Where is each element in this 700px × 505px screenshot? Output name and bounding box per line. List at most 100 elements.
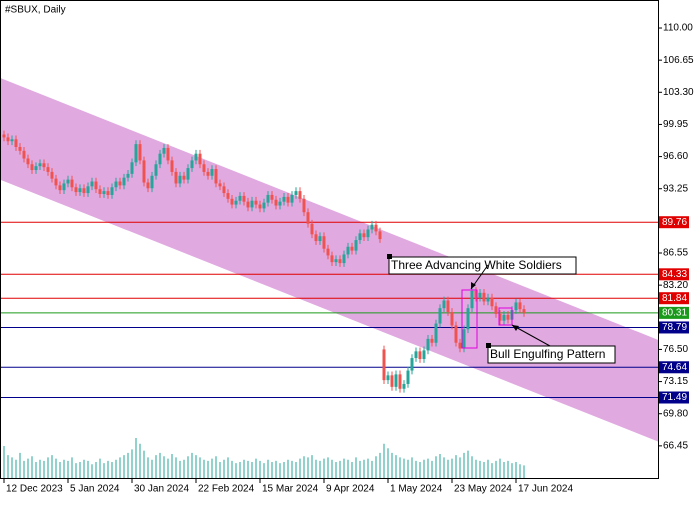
y-tick-label: 83.20 xyxy=(663,280,688,291)
candle-body xyxy=(422,350,426,360)
candle-body xyxy=(406,370,410,384)
candle-body xyxy=(190,160,194,169)
candle-body xyxy=(282,196,286,202)
candle-body xyxy=(230,198,234,205)
candle-body xyxy=(318,236,322,242)
x-tick-label: 9 Apr 2024 xyxy=(326,484,375,495)
candle-body xyxy=(418,351,422,360)
level-label-bg xyxy=(659,292,689,305)
levels-layer xyxy=(0,221,658,399)
candle-body xyxy=(138,144,142,161)
candle-body xyxy=(242,195,246,202)
candle-body xyxy=(514,302,518,311)
candle-body xyxy=(294,191,298,195)
annotation-anchor xyxy=(387,254,392,259)
candle-body xyxy=(182,175,186,180)
annotation-box xyxy=(487,345,616,364)
candle-body xyxy=(378,231,382,240)
candle-body xyxy=(66,179,70,184)
candle-body xyxy=(486,297,490,302)
candle-body xyxy=(382,349,386,381)
candle-body xyxy=(470,290,474,309)
candle-body xyxy=(262,202,266,209)
x-tick-label: 12 Dec 2023 xyxy=(6,484,63,495)
candle-body xyxy=(10,139,14,142)
candle-body xyxy=(298,191,302,199)
candle-body xyxy=(198,153,202,165)
candle-body xyxy=(266,194,270,203)
level-label: 81.84 xyxy=(662,293,687,304)
candle-body xyxy=(194,153,198,161)
candle-body xyxy=(130,162,134,174)
candle-body xyxy=(466,308,470,330)
candle-body xyxy=(402,383,406,389)
candle-body xyxy=(398,374,402,389)
candle-body xyxy=(374,224,378,232)
candle-body xyxy=(142,160,146,183)
candle-body xyxy=(114,181,118,188)
candle-body xyxy=(154,164,158,176)
candle-body xyxy=(166,147,170,161)
candle-body xyxy=(326,248,330,256)
candle-body xyxy=(42,163,46,168)
candle-body xyxy=(74,187,78,193)
candle-body xyxy=(134,144,138,163)
level-label-bg xyxy=(659,391,689,404)
candle-body xyxy=(250,200,254,208)
candle-body xyxy=(30,164,34,171)
candle-body xyxy=(338,259,342,264)
level-label: 89.76 xyxy=(662,217,687,228)
candle-body xyxy=(78,188,82,193)
candle-body xyxy=(258,204,262,209)
candle-body xyxy=(70,179,74,188)
candle-body xyxy=(246,201,250,208)
candle-body xyxy=(22,150,26,159)
candle-body xyxy=(62,183,66,191)
candle-body xyxy=(438,308,442,324)
candle-body xyxy=(442,300,446,309)
x-tick-label: 17 Jun 2024 xyxy=(518,484,573,495)
candle-body xyxy=(506,314,510,320)
candle-body xyxy=(434,323,438,343)
candle-body xyxy=(234,200,238,205)
candle-body xyxy=(98,189,102,195)
candle-body xyxy=(322,236,326,249)
level-label-bg xyxy=(659,321,689,334)
candle-body xyxy=(50,171,54,179)
candle-body xyxy=(178,175,182,184)
x-tick-label: 23 May 2024 xyxy=(454,484,512,495)
annotation-layer: Three Advancing White Soldiers Bull Engu… xyxy=(387,254,616,364)
candle-body xyxy=(346,246,350,255)
candle-body xyxy=(498,313,502,321)
y-tick-label: 69.80 xyxy=(663,408,688,419)
candle-body xyxy=(522,309,526,313)
candle-body xyxy=(518,302,522,310)
candle-body xyxy=(490,297,494,307)
candle-body xyxy=(366,229,370,238)
candle-body xyxy=(414,351,418,359)
x-tick-label: 22 Feb 2024 xyxy=(198,484,255,495)
candle-body xyxy=(290,194,294,203)
level-label: 80.31 xyxy=(662,308,687,319)
candle-body xyxy=(202,164,206,172)
candle-body xyxy=(450,312,454,326)
candle-body xyxy=(150,175,154,189)
candle-body xyxy=(458,342,462,349)
x-tick-label: 30 Jan 2024 xyxy=(134,484,189,495)
y-tick-label: 96.60 xyxy=(663,151,688,162)
candle-body xyxy=(34,166,38,171)
candle-body xyxy=(82,188,86,194)
candle-body xyxy=(394,374,398,387)
level-label-bg xyxy=(659,268,689,281)
candle-body xyxy=(162,147,166,154)
candle-body xyxy=(38,163,42,167)
candle-body xyxy=(58,185,62,191)
candle-body xyxy=(286,196,290,203)
candle-body xyxy=(174,171,178,184)
candle-body xyxy=(170,160,174,172)
candle-body xyxy=(226,193,230,199)
candle-body xyxy=(494,306,498,314)
x-tick-label: 5 Jan 2024 xyxy=(70,484,120,495)
candle-body xyxy=(482,292,486,302)
